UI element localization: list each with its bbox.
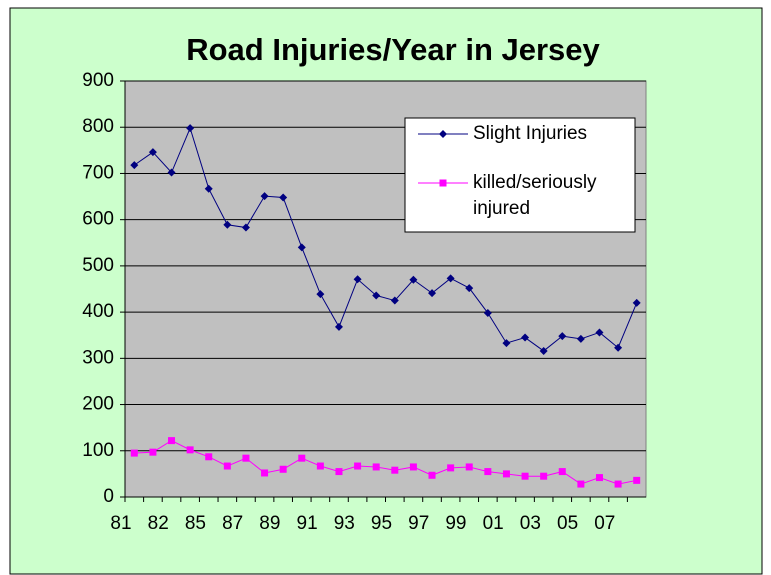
data-point [409,275,418,284]
data-point [316,462,324,470]
series-line [134,126,638,352]
data-point [439,130,447,138]
legend-label: Slight Injuries [473,123,587,144]
data-point [614,480,622,488]
x-tick-label: 99 [445,513,466,534]
data-point [260,192,269,201]
data-point [353,275,362,284]
data-point [391,466,399,474]
data-point [439,179,447,187]
data-point [223,220,232,229]
data-point [223,462,231,470]
data-point [334,322,343,331]
series-line [134,440,637,485]
data-point [632,298,641,307]
x-tick-label: 97 [408,513,429,534]
y-tick-label: 400 [82,301,114,322]
x-tick-label: 03 [520,513,541,534]
data-point [168,437,176,445]
y-tick-label: 0 [103,486,114,507]
x-tick-label: 93 [334,513,355,534]
data-point [298,454,306,462]
data-point [261,469,269,477]
data-point [502,470,510,478]
x-tick-label: 85 [185,513,206,534]
data-point [428,289,437,298]
x-tick-label: 81 [110,513,131,534]
x-tick-label: 91 [297,513,318,534]
data-point [484,468,492,476]
chart-title: Road Injuries/Year in Jersey [186,32,600,67]
data-point [521,472,529,480]
data-point [148,148,157,157]
data-point [297,243,306,252]
data-point [465,284,474,293]
data-point [577,480,585,488]
data-point [576,334,585,343]
data-point [130,161,139,170]
data-point [242,454,250,462]
data-point [186,446,194,454]
y-tick-label: 600 [82,209,114,230]
data-point [483,309,492,318]
x-tick-label: 05 [557,513,578,534]
data-point [558,332,567,341]
data-point [465,463,473,471]
y-tick-label: 100 [82,440,114,461]
x-tick-label: 95 [371,513,392,534]
x-tick-label: 89 [259,513,280,534]
data-point [595,474,603,482]
y-tick-label: 800 [82,116,114,137]
x-tick-label: 01 [483,513,504,534]
data-point [279,465,287,473]
legend-label: killed/seriously injured [473,172,597,219]
data-point [428,471,436,479]
y-tick-label: 900 [82,70,114,91]
y-tick-label: 300 [82,347,114,368]
data-point [558,468,566,476]
data-point [614,343,623,352]
data-point [372,291,381,300]
y-tick-label: 700 [82,162,114,183]
data-point [595,328,604,337]
data-point [354,462,362,470]
data-point [447,464,455,472]
data-point [279,193,288,202]
data-point [390,296,399,305]
data-point [316,290,325,299]
legend-label-line: killed/seriously [473,172,597,193]
data-point [335,468,343,476]
data-point [540,472,548,480]
x-tick-label: 07 [594,513,615,534]
data-point [204,184,213,193]
data-point [539,346,548,355]
data-point [409,463,417,471]
x-tick-label: 82 [148,513,169,534]
x-tick-label: 87 [222,513,243,534]
data-point [372,463,380,471]
data-point [521,333,530,342]
data-point [241,223,250,232]
data-point [446,274,455,283]
data-point [633,476,641,484]
data-point [186,124,195,133]
y-tick-label: 200 [82,394,114,415]
data-point [205,453,213,461]
data-point [130,449,138,457]
y-tick-label: 500 [82,255,114,276]
data-point [167,168,176,177]
legend-label-line: injured [473,198,530,219]
data-point [502,339,511,348]
data-point [149,448,157,456]
